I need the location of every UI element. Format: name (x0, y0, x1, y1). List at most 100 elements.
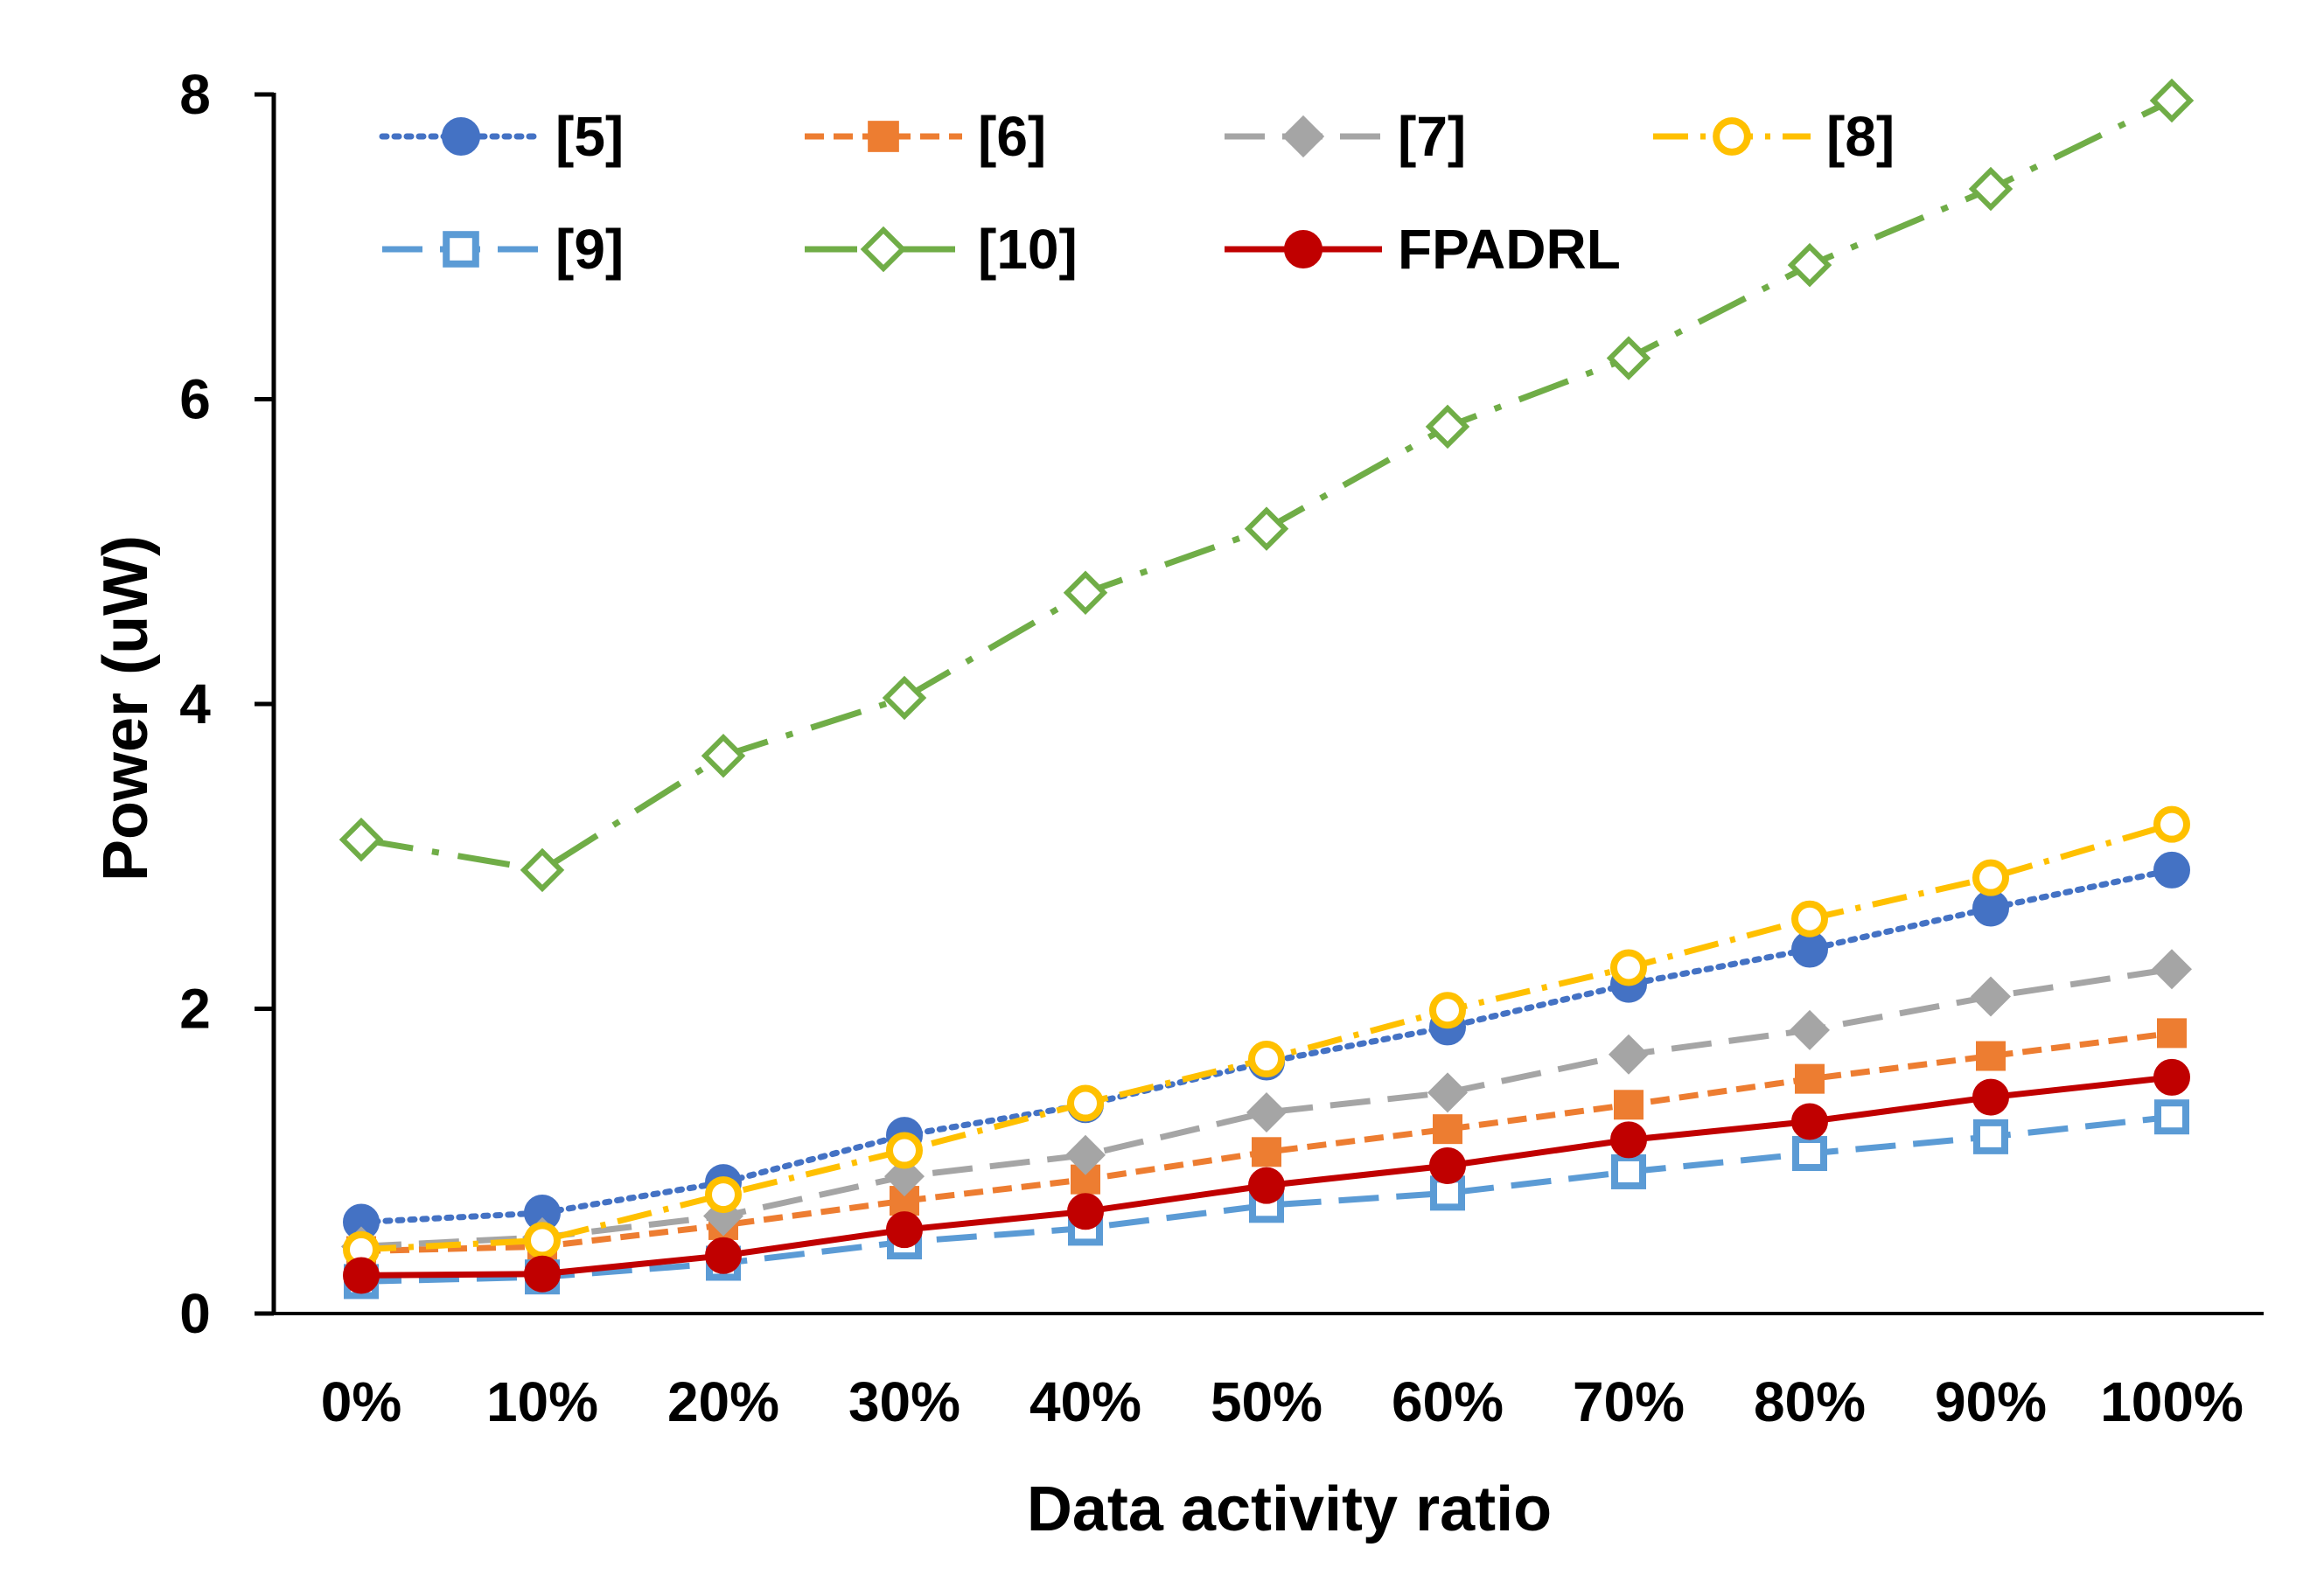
legend-item: [8] (1653, 105, 1895, 168)
data-point (1791, 1103, 1828, 1140)
y-tick-label: 4 (179, 673, 211, 735)
series-6 (343, 1058, 2190, 1294)
y-axis-title: Power (uW) (91, 535, 161, 882)
data-point (705, 1237, 742, 1274)
series-line (360, 1113, 2173, 1285)
data-point (1968, 166, 2013, 212)
legend-item: [6] (805, 105, 1046, 168)
legend-marker (1713, 117, 1751, 156)
data-point (2154, 1099, 2189, 1135)
data-point (2152, 949, 2192, 990)
data-point (1792, 1136, 1827, 1172)
data-point (1427, 1072, 1468, 1113)
data-point (1248, 1167, 1285, 1204)
data-point (705, 1176, 742, 1214)
series-5 (338, 78, 2195, 893)
x-tick-label: 20% (667, 1370, 779, 1433)
legend-item: [9] (382, 218, 624, 281)
data-point (2153, 851, 2190, 889)
data-point (1063, 570, 1108, 616)
data-point (520, 847, 565, 893)
legend-marker (443, 231, 479, 268)
data-point (701, 734, 746, 778)
data-point (1787, 242, 1832, 288)
data-point (1067, 1193, 1104, 1230)
legend-marker (1284, 230, 1323, 268)
data-point (1425, 404, 1470, 450)
data-point (1972, 859, 2009, 896)
data-point (1614, 1090, 1644, 1120)
data-point (886, 1132, 923, 1169)
legend-marker (860, 226, 907, 273)
legend: [5] [6] [7] [8] [9] [10] FPADRL (379, 105, 1895, 281)
legend-label: [8] (1826, 105, 1895, 168)
y-tick-label: 8 (179, 63, 211, 126)
series-layer (338, 78, 2195, 1300)
data-point (1067, 1084, 1104, 1122)
data-point (1610, 949, 1647, 986)
x-tick-label: 70% (1573, 1370, 1685, 1433)
data-point (1611, 1153, 1646, 1189)
data-point (1606, 336, 1651, 380)
legend-marker (442, 117, 480, 156)
x-tick-label: 0% (321, 1370, 402, 1433)
data-point (1065, 1134, 1106, 1175)
data-point (1433, 1114, 1462, 1145)
series-line (360, 965, 2173, 1250)
legend-item: FPADRL (1225, 218, 1621, 281)
data-point (338, 817, 384, 862)
data-point (524, 1255, 561, 1293)
data-point (1795, 1063, 1825, 1094)
legend-item: [7] (1225, 105, 1466, 168)
data-point (882, 675, 927, 721)
y-tick-label: 2 (179, 978, 211, 1041)
series-3 (343, 805, 2190, 1268)
data-point (1791, 900, 1828, 937)
data-point (1429, 992, 1466, 1029)
legend-item: [10] (805, 218, 1078, 281)
data-point (1252, 1137, 1281, 1167)
data-point (1248, 1041, 1285, 1078)
data-point (2153, 1058, 2190, 1096)
data-point (886, 1211, 923, 1249)
legend-label: [5] (555, 105, 624, 168)
data-point (1609, 1034, 1649, 1075)
legend-label: [10] (978, 218, 1078, 281)
data-point (1246, 1091, 1287, 1133)
data-point (1429, 1146, 1466, 1184)
data-point (1971, 976, 2011, 1017)
x-tick-label: 90% (1935, 1370, 2047, 1433)
x-tick-label: 60% (1392, 1370, 1504, 1433)
data-point (2157, 1018, 2187, 1049)
data-point (343, 1257, 380, 1294)
legend-label: FPADRL (1398, 218, 1621, 281)
x-tick-label: 80% (1754, 1370, 1866, 1433)
legend-label: [6] (978, 105, 1046, 168)
x-tick-label: 50% (1211, 1370, 1323, 1433)
legend-marker (1281, 115, 1325, 158)
data-point (2149, 78, 2195, 123)
legend-label: [9] (555, 218, 624, 281)
x-tick-label: 30% (848, 1370, 960, 1433)
y-tick-label: 6 (179, 368, 211, 431)
legend-label: [7] (1398, 105, 1466, 168)
legend-marker (868, 121, 899, 152)
data-point (1610, 1121, 1647, 1159)
data-point (1790, 1009, 1830, 1050)
data-point (524, 1222, 561, 1259)
x-tick-label: 40% (1029, 1370, 1141, 1433)
data-point (1972, 1078, 2009, 1116)
x-tick-label: 10% (486, 1370, 598, 1433)
data-point (2153, 805, 2190, 843)
data-point (1976, 1041, 2006, 1071)
data-point (1244, 506, 1289, 551)
y-tick-label: 0 (179, 1282, 211, 1345)
data-point (884, 1156, 925, 1197)
x-axis-title: Data activity ratio (1027, 1474, 1552, 1544)
legend-item: [5] (379, 105, 624, 168)
data-point (1973, 1119, 2008, 1154)
x-tick-label: 100% (2100, 1370, 2244, 1433)
